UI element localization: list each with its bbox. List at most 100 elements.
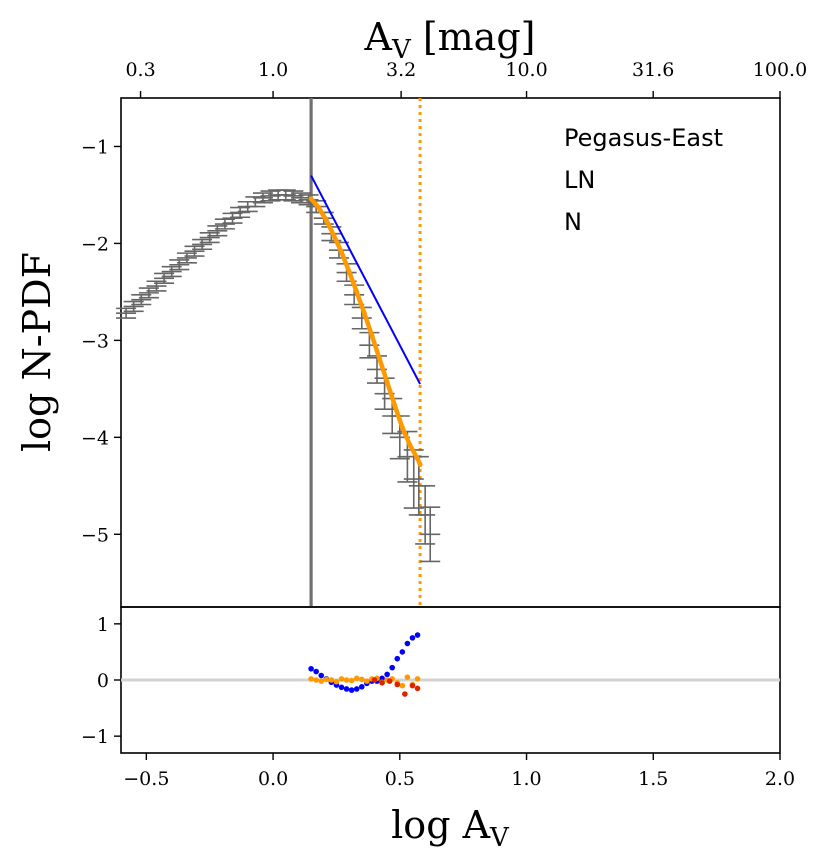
residual-point bbox=[414, 632, 421, 638]
ln-fit-point bbox=[377, 356, 383, 362]
residual-points bbox=[308, 632, 421, 697]
residual-point bbox=[313, 677, 319, 683]
n-fit-line bbox=[310, 175, 421, 385]
ln-fit-point bbox=[361, 310, 367, 316]
bottom-axis-title: log AV bbox=[391, 803, 510, 853]
ln-fit-point bbox=[323, 217, 329, 223]
residual-point bbox=[409, 635, 416, 641]
main-y-tick-label: −1 bbox=[81, 136, 109, 158]
residual-point bbox=[338, 684, 345, 691]
bottom-tick-label: 2.0 bbox=[765, 768, 795, 790]
bottom-axis-title-main: log A bbox=[391, 803, 490, 847]
main-errorbars bbox=[116, 189, 441, 563]
ln-fit-point bbox=[417, 461, 423, 467]
top-tick-label: 100.0 bbox=[753, 59, 807, 81]
main-ln-fit bbox=[308, 196, 423, 467]
residual-point bbox=[318, 672, 325, 679]
top-axis-title-sub: V bbox=[391, 35, 412, 65]
residual-point bbox=[313, 668, 319, 675]
top-tick-label: 0.3 bbox=[125, 59, 155, 81]
residual-point bbox=[379, 680, 385, 686]
bottom-axis-title-sub: V bbox=[489, 823, 510, 853]
top-axis-title: AV [mag] bbox=[364, 15, 536, 65]
residual-point bbox=[389, 664, 396, 671]
residual-point bbox=[379, 675, 385, 682]
residual-point bbox=[343, 686, 350, 692]
residual-point bbox=[399, 682, 406, 689]
residual-point bbox=[394, 681, 401, 688]
ln-fit-point bbox=[407, 442, 413, 448]
ln-fit-point bbox=[339, 249, 345, 255]
bottom-axis-ticks: −0.5 0.0 0.5 1.0 1.5 2.0 bbox=[123, 753, 795, 790]
main-y-ticks: −1 −2 −3 −4 −5 bbox=[81, 136, 121, 546]
ln-fit-point bbox=[392, 402, 398, 408]
main-n-fit bbox=[310, 175, 421, 385]
residual-point bbox=[348, 687, 355, 693]
bottom-tick-label: 0.0 bbox=[258, 768, 288, 790]
top-tick-label: 3.2 bbox=[386, 59, 416, 81]
residual-point bbox=[384, 671, 390, 678]
residual-point bbox=[353, 686, 360, 692]
bottom-tick-label: 1.0 bbox=[511, 768, 541, 790]
residual-y-tick-label: −1 bbox=[81, 726, 109, 748]
residual-panel: 1 0 −1 bbox=[81, 606, 781, 754]
main-y-tick-label: −2 bbox=[81, 233, 109, 255]
ln-fit-point bbox=[316, 205, 322, 211]
y-axis-label: log N-PDF bbox=[15, 252, 59, 452]
residual-point bbox=[348, 677, 355, 684]
residual-point bbox=[404, 640, 411, 647]
residual-point bbox=[358, 676, 365, 683]
residual-point bbox=[409, 682, 416, 689]
ln-fit-point bbox=[415, 456, 421, 462]
residual-point bbox=[353, 675, 360, 682]
residual-point bbox=[404, 674, 411, 680]
residual-point bbox=[318, 678, 325, 684]
main-y-tick-label: −5 bbox=[81, 524, 109, 546]
top-tick-label: 1.0 bbox=[258, 59, 288, 81]
residual-point bbox=[414, 676, 421, 682]
legend-n: N bbox=[564, 208, 582, 236]
residual-point bbox=[333, 678, 340, 685]
bottom-tick-label: −0.5 bbox=[123, 768, 169, 790]
main-y-tick-label: −3 bbox=[81, 330, 109, 352]
residual-point bbox=[308, 676, 314, 682]
ln-fit-point bbox=[346, 269, 352, 275]
residual-point bbox=[328, 677, 335, 683]
residual-point bbox=[414, 685, 421, 692]
ln-fit-point bbox=[308, 196, 314, 202]
ln-fit-point bbox=[331, 233, 337, 239]
top-tick-label: 10.0 bbox=[505, 59, 547, 81]
ln-fit-line bbox=[308, 196, 423, 467]
top-axis-title-main: A bbox=[364, 15, 393, 59]
legend-region-name: Pegasus-East bbox=[564, 124, 723, 152]
residual-y-tick-label: 0 bbox=[97, 670, 109, 692]
residual-point bbox=[323, 676, 330, 683]
residual-point bbox=[364, 678, 370, 684]
top-tick-label: 31.6 bbox=[632, 59, 674, 81]
main-panel: −1 −2 −3 −4 −5 Pegasus-East LN N bbox=[81, 97, 781, 608]
residual-point bbox=[399, 649, 406, 655]
residual-point bbox=[308, 665, 314, 672]
main-vertical-lines bbox=[309, 98, 422, 607]
residual-y-tick-label: 1 bbox=[97, 614, 109, 636]
ln-fit-point bbox=[399, 425, 405, 431]
top-axis-ticks: 0.3 1.0 3.2 10.0 31.6 100.0 bbox=[125, 59, 807, 98]
main-panel-frame bbox=[120, 97, 781, 608]
residual-point bbox=[358, 683, 365, 690]
legend-ln: LN bbox=[564, 166, 595, 194]
residual-point bbox=[338, 676, 345, 682]
residual-point bbox=[343, 677, 350, 683]
residual-point bbox=[394, 655, 401, 662]
top-axis-title-unit: [mag] bbox=[411, 15, 536, 59]
bottom-tick-label: 0.5 bbox=[385, 768, 415, 790]
ln-fit-point bbox=[384, 379, 390, 385]
bottom-tick-label: 1.5 bbox=[638, 768, 668, 790]
main-y-tick-label: −4 bbox=[81, 427, 109, 449]
residual-point bbox=[402, 691, 408, 697]
ln-fit-point bbox=[354, 289, 360, 295]
ln-fit-point bbox=[369, 333, 375, 339]
residual-point bbox=[371, 677, 378, 683]
residual-point bbox=[386, 678, 393, 684]
residual-y-ticks: 1 0 −1 bbox=[81, 614, 121, 748]
